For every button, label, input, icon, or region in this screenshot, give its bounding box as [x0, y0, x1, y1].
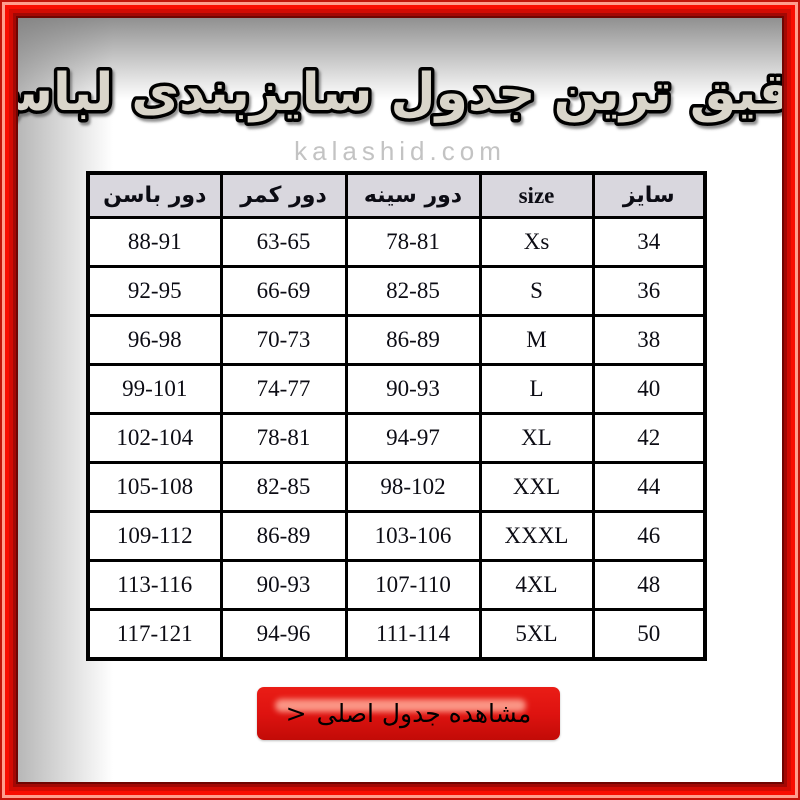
- table-cell: 74-77: [219, 363, 348, 415]
- table-cell: 50: [591, 608, 707, 661]
- table-cell: L: [478, 363, 595, 415]
- table-cell: 36: [591, 265, 707, 317]
- table-cell: 78-81: [219, 412, 348, 464]
- table-cell: 111-114: [344, 608, 482, 661]
- column-header-waist: دور کمر: [219, 171, 348, 219]
- view-original-table-button[interactable]: > مشاهده جدول اصلی: [257, 687, 560, 740]
- button-label: مشاهده جدول اصلی: [316, 699, 532, 728]
- table-cell: 82-85: [219, 461, 348, 513]
- watermark: kalashid.com: [294, 136, 506, 166]
- table-row: 109-112 86-89 103-106 XXXL 46: [86, 510, 707, 562]
- table-cell: 82-85: [344, 265, 482, 317]
- table-row: 99-101 74-77 90-93 L 40: [86, 363, 707, 415]
- table-cell: 117-121: [86, 608, 223, 661]
- header-row: دور باسن دور کمر دور سینه size سایز: [86, 171, 707, 219]
- button-gloss: [275, 699, 526, 712]
- table-cell: 48: [591, 559, 707, 611]
- table-cell: 40: [591, 363, 707, 415]
- table-cell: 109-112: [86, 510, 223, 562]
- table-cell: 90-93: [344, 363, 482, 415]
- table-row: 117-121 94-96 111-114 5XL 50: [86, 608, 707, 661]
- page-title-text: دقیق ترین جدول سایزبندی لباس: [15, 63, 785, 123]
- table-cell: 78-81: [344, 216, 482, 268]
- table-cell: Xs: [478, 216, 595, 268]
- size-table-body: 88-91 63-65 78-81 Xs 34 92-95 66-69 82-85 S 36 96-…: [86, 216, 707, 661]
- table-cell: S: [478, 265, 595, 317]
- table-cell: 94-96: [219, 608, 348, 661]
- column-header-hip: دور باسن: [86, 171, 223, 219]
- table-cell: XL: [478, 412, 595, 464]
- table-cell: 98-102: [344, 461, 482, 513]
- table-cell: M: [478, 314, 595, 366]
- table-row: 105-108 82-85 98-102 XXL 44: [86, 461, 707, 513]
- table-cell: 5XL: [478, 608, 595, 661]
- table-row: 96-98 70-73 86-89 M 38: [86, 314, 707, 366]
- chevron-right-icon: >: [285, 699, 307, 728]
- table-cell: 88-91: [86, 216, 223, 268]
- table-cell: 94-97: [344, 412, 482, 464]
- table-cell: 90-93: [219, 559, 348, 611]
- table-row: 88-91 63-65 78-81 Xs 34: [86, 216, 707, 268]
- table-cell: 42: [591, 412, 707, 464]
- table-cell: 113-116: [86, 559, 223, 611]
- column-header-size-fa: سایز: [591, 171, 707, 219]
- table-cell: 102-104: [86, 412, 223, 464]
- table-cell: 105-108: [86, 461, 223, 513]
- table-cell: XXL: [478, 461, 595, 513]
- table-cell: 99-101: [86, 363, 223, 415]
- size-table: دور باسن دور کمر دور سینه size سایز 88-9…: [86, 171, 707, 661]
- table-cell: 63-65: [219, 216, 348, 268]
- table-cell: 103-106: [344, 510, 482, 562]
- table-cell: 96-98: [86, 314, 223, 366]
- table-cell: 86-89: [219, 510, 348, 562]
- size-table-container: دور باسن دور کمر دور سینه size سایز 88-9…: [86, 171, 707, 661]
- column-header-size-en: size: [478, 171, 595, 219]
- page-title: دقیق ترین جدول سایزبندی لباس: [15, 60, 785, 127]
- table-row: 102-104 78-81 94-97 XL 42: [86, 412, 707, 464]
- table-cell: 107-110: [344, 559, 482, 611]
- table-cell: 70-73: [219, 314, 348, 366]
- column-header-chest: دور سینه: [344, 171, 482, 219]
- table-cell: 34: [591, 216, 707, 268]
- table-cell: 66-69: [219, 265, 348, 317]
- table-cell: 4XL: [478, 559, 595, 611]
- table-row: 92-95 66-69 82-85 S 36: [86, 265, 707, 317]
- table-cell: 38: [591, 314, 707, 366]
- size-table-header: دور باسن دور کمر دور سینه size سایز: [86, 171, 707, 219]
- table-row: 113-116 90-93 107-110 4XL 48: [86, 559, 707, 611]
- table-cell: 44: [591, 461, 707, 513]
- table-cell: 86-89: [344, 314, 482, 366]
- table-cell: 92-95: [86, 265, 223, 317]
- table-cell: XXXL: [478, 510, 595, 562]
- table-cell: 46: [591, 510, 707, 562]
